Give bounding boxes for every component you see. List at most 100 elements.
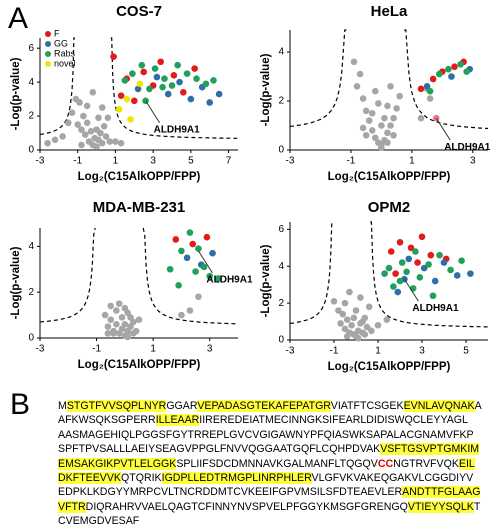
data-point (362, 107, 370, 115)
data-point (337, 320, 344, 327)
data-point (378, 144, 385, 151)
data-point (186, 307, 194, 314)
x-tick-label: -1 (92, 344, 101, 355)
data-point (93, 143, 100, 150)
data-point (136, 80, 144, 88)
data-point (51, 136, 59, 144)
data-point (348, 321, 355, 329)
data-point (124, 333, 131, 341)
data-point (195, 293, 202, 301)
data-point (365, 303, 373, 311)
data-point (138, 61, 146, 69)
data-point (83, 119, 91, 127)
data-point (130, 97, 138, 105)
data-point (187, 95, 195, 103)
data-point (115, 300, 123, 307)
data-point (113, 320, 120, 328)
data-point (356, 70, 364, 78)
data-point (101, 311, 109, 319)
data-point (420, 264, 428, 272)
data-point (107, 316, 115, 323)
data-point (436, 251, 443, 259)
panel-label: A (8, 2, 29, 35)
data-point (157, 58, 164, 66)
data-point (142, 97, 149, 105)
peptide: STGTFVVSQPLNYR (66, 400, 167, 412)
data-point (110, 53, 117, 60)
data-point (417, 85, 425, 93)
y-tick-label: 0 (28, 145, 34, 156)
annotation-line (403, 278, 419, 302)
peptide: ILLEAAR (155, 414, 200, 427)
data-point (426, 87, 434, 95)
sequence-line: EDPKLKDGYYMRPCVLTNCRDDMTCVKEEIFGPVMSILSF… (58, 485, 482, 499)
x-axis-label: Log₂(C15AlkOPP/FPP) (78, 171, 201, 183)
legend-label: novel (54, 58, 76, 68)
sequence-line: EMSAKGIKPVTLELGGKSPLIIFSDCDMNNAVKGALMANF… (58, 457, 482, 471)
data-point (146, 85, 153, 93)
data-point (191, 65, 198, 72)
data-point (170, 72, 178, 79)
peptide: VEPADASGTEKAFEPATGR (197, 400, 331, 412)
peptide: ANDTTFGLAAG (402, 486, 481, 499)
data-point (151, 65, 159, 72)
sequence-line: DKFTEEVVKQTQRIKIGDPLLEDTRMGPLINRPHLERVLG… (58, 471, 482, 485)
data-point (426, 95, 434, 102)
data-point (359, 318, 366, 325)
legend-marker (45, 51, 51, 57)
annotation-line (145, 100, 161, 124)
peptide: IGDPLLEDTRMGPLINRPHLER (161, 472, 312, 485)
data-point (353, 83, 361, 90)
data-point (375, 100, 382, 107)
data-point (431, 277, 439, 285)
data-point (93, 126, 100, 133)
sequence-line: CVEMGDVESAF (58, 514, 482, 528)
data-point (174, 61, 181, 69)
y-tick-label: 2 (278, 96, 284, 107)
data-point (202, 80, 210, 88)
data-point (448, 73, 455, 80)
data-point (378, 122, 385, 129)
y-tick-label: 2 (278, 298, 284, 309)
peptide: DKFTEEVVK (58, 472, 121, 485)
sequence-line: AFKWSQKSGPERRILLEAARIIREREDEIATMECINNGKS… (58, 413, 482, 427)
annotation: ALDH9A1 (412, 303, 459, 314)
x-tick-label: 1 (150, 344, 156, 355)
data-point (127, 314, 134, 321)
x-tick-label: 3 (419, 346, 425, 357)
data-point (178, 247, 185, 255)
data-point (110, 330, 117, 337)
charts: COS-7 -3 -1 1 3 5 7 0 2 4 6 Log₂(C15AlkOPP/FPP) -Log… (10, 3, 491, 373)
data-point (368, 109, 376, 117)
data-point (341, 299, 349, 307)
annotation: ALDH9A1 (206, 275, 253, 286)
data-point (427, 251, 435, 259)
x-axis-label: Log₂(C15AlkOPP/FPP) (328, 361, 451, 373)
peptide: VFTR (58, 500, 86, 513)
data-point (381, 114, 388, 122)
residues: AASMAGEHIQLPGGSFGYTRREPLGVCVGIGAWNYPFQIA… (58, 428, 474, 441)
data-point (412, 248, 419, 255)
data-point (117, 139, 125, 147)
peptide: VSFTGSVPTGMKIM (380, 443, 480, 456)
threshold-curve (39, 37, 238, 139)
data-point (153, 73, 161, 81)
data-point (365, 117, 373, 124)
x-tick-label: 3 (150, 156, 156, 167)
chart-title: MDA-MB-231 (93, 199, 186, 216)
data-point (390, 114, 397, 122)
data-point (113, 307, 120, 314)
data-point (168, 82, 176, 89)
data-point (107, 302, 115, 310)
x-tick-label: -1 (346, 156, 355, 167)
data-point (98, 104, 106, 111)
x-tick-label: -3 (36, 156, 45, 167)
data-point (453, 272, 461, 279)
data-point (98, 139, 106, 147)
data-point (121, 77, 129, 84)
data-point (81, 131, 89, 139)
data-point (166, 265, 174, 273)
threshold-curve (289, 221, 488, 328)
residues: M (58, 400, 67, 412)
residues: IIREREDEIATMECINNGKSIFEARLDIDISWQCLEYYAG… (199, 414, 468, 427)
